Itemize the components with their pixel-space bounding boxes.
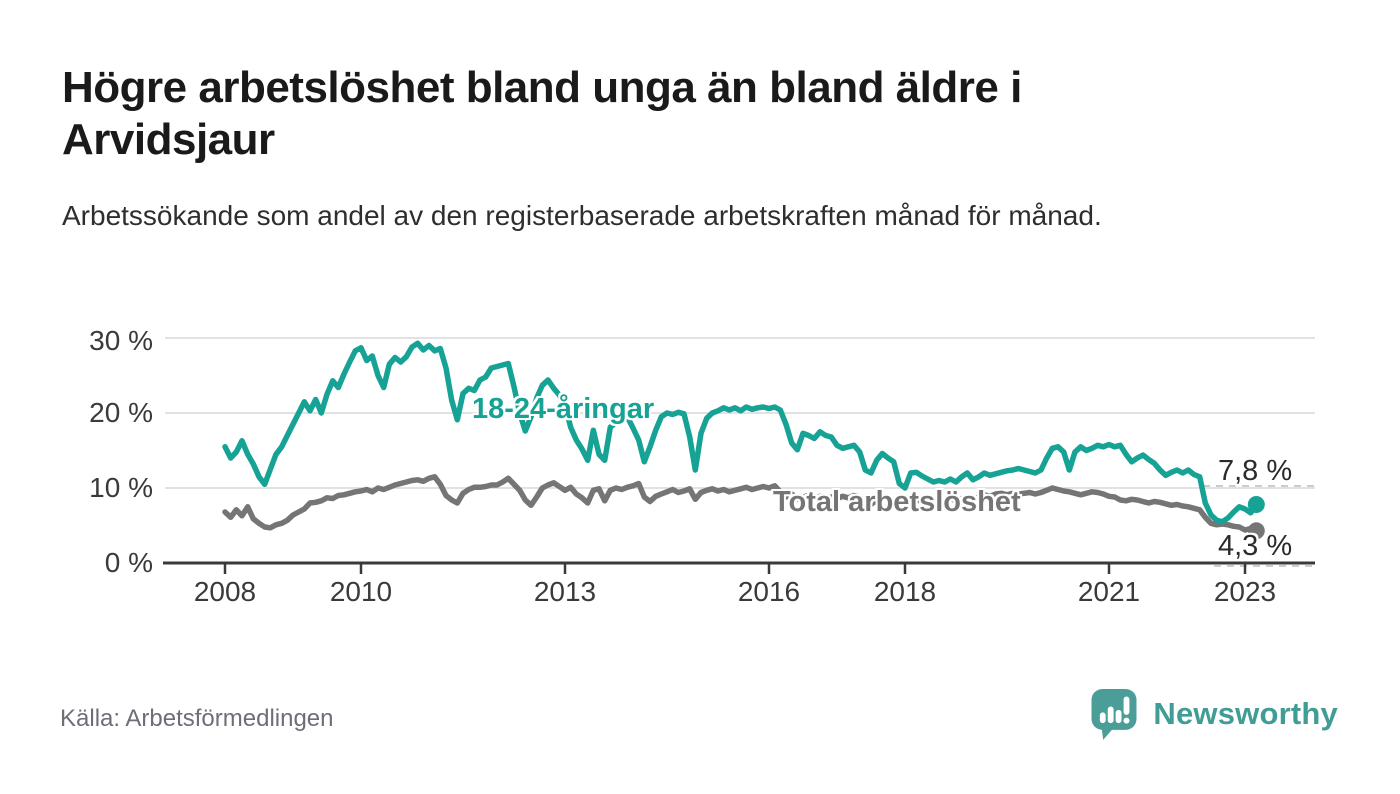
series-end-dot-total	[1247, 522, 1265, 540]
value-leader-lines	[1203, 485, 1318, 567]
newsworthy-wordmark: Newsworthy	[1153, 696, 1338, 731]
x-axis-ticks	[223, 563, 1247, 574]
series-label-total: Total arbetslöshet	[773, 486, 1021, 518]
page-title: Högre arbetslöshet bland unga än bland ä…	[62, 63, 1022, 164]
x-tick-label-2013: 2013	[533, 576, 597, 607]
end-value-label-total: 4,3 %	[1218, 530, 1293, 562]
x-tick-label-2018: 2018	[873, 576, 937, 607]
x-tick-label-2010: 2010	[329, 576, 393, 607]
x-tick-label-2021: 2021	[1077, 576, 1141, 607]
end-value-label-youth: 7,8 %	[1218, 455, 1293, 487]
x-tick-label-2008: 2008	[193, 576, 257, 607]
series-end-dot-youth	[1247, 496, 1265, 513]
source-note: Källa: Arbetsförmedlingen	[60, 705, 334, 732]
series-line-total	[222, 474, 1260, 534]
y-tick-label-0: 0 %	[104, 547, 153, 578]
x-tick-label-2016: 2016	[737, 576, 801, 607]
y-tick-label-20: 20 %	[89, 397, 153, 428]
series-line-youth	[222, 340, 1260, 525]
newsworthy-logo: Newsworthy	[1089, 686, 1338, 742]
y-tick-label-10: 10 %	[89, 472, 153, 503]
chart-subtitle: Arbetssökande som andel av den registerb…	[62, 200, 1102, 231]
series-label-youth: 18-24-åringar	[472, 393, 655, 425]
x-tick-label-2023: 2023	[1213, 576, 1277, 607]
y-tick-label-30: 30 %	[89, 325, 153, 356]
newsworthy-speech-bubble-chart-icon	[1091, 689, 1137, 740]
